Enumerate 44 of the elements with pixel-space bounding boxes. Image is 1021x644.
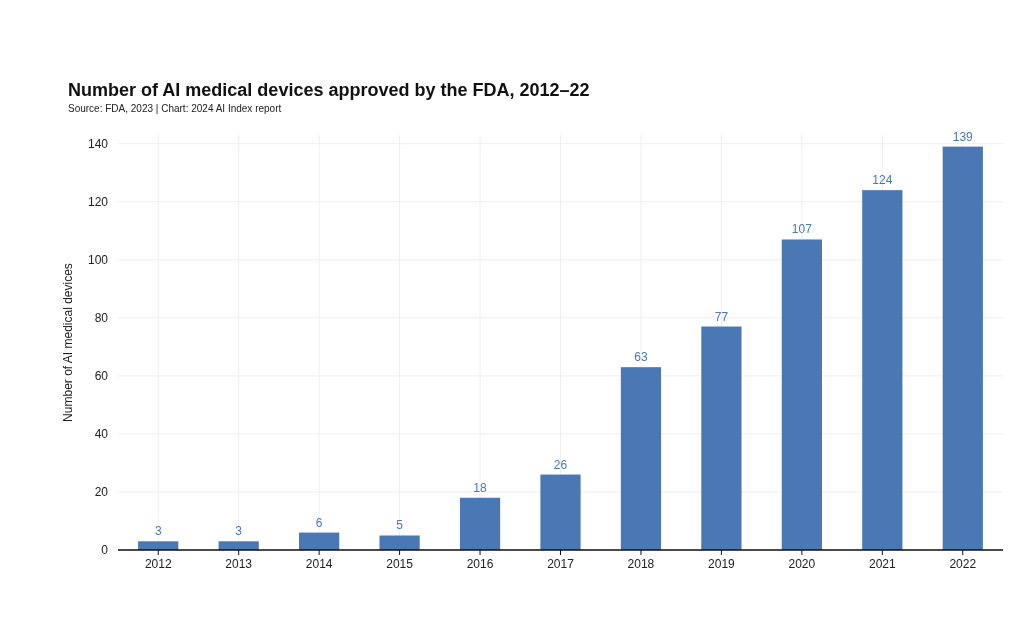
x-tick-label: 2017 [547,557,575,571]
x-tick-label: 2021 [868,557,896,571]
data-label: 5 [396,518,404,533]
data-label: 3 [235,524,243,539]
x-tick-label: 2015 [386,557,414,571]
data-label: 3 [154,524,162,539]
bar [701,326,742,550]
data-label: 26 [553,457,568,472]
y-tick-label: 120 [87,194,109,209]
y-tick-label: 20 [94,485,109,500]
x-tick-label: 2020 [788,557,816,571]
x-tick-label: 2022 [949,557,977,571]
y-tick-label: 100 [87,252,109,267]
x-tick-label: 2019 [708,557,736,571]
data-label: 18 [473,480,488,495]
x-tick-label: 2018 [627,557,655,571]
x-tick-label: 2013 [225,557,253,571]
bar [299,532,340,550]
x-tick-label: 2014 [305,557,333,571]
data-label: 139 [952,129,974,144]
y-tick-label: 60 [94,369,109,384]
x-tick-label: 2012 [144,557,172,571]
bar [942,146,983,550]
bar [138,541,179,550]
y-tick-label: 40 [94,427,109,442]
bar [459,497,501,550]
data-label: 63 [634,350,648,365]
y-tick-label: 80 [94,311,109,326]
data-label: 107 [791,222,813,237]
data-label: 77 [714,309,729,324]
x-tick-label: 2016 [466,557,494,571]
bar [620,367,662,550]
bar [781,239,822,550]
y-tick-label: 0 [101,543,109,558]
data-label: 6 [315,515,323,530]
bar [862,190,903,550]
y-axis-title: Number of AI medical devices [61,263,75,422]
y-tick-label: 140 [87,136,109,151]
source-note: Source: FDA, 2023 | Chart: 2024 AI Index report [68,103,282,114]
bar [379,535,420,550]
data-label: 124 [872,173,893,188]
bar [218,541,259,550]
bar [540,474,581,550]
chart-title: Number of AI medical devices approved by the FDA, 2012–22 [68,80,590,100]
